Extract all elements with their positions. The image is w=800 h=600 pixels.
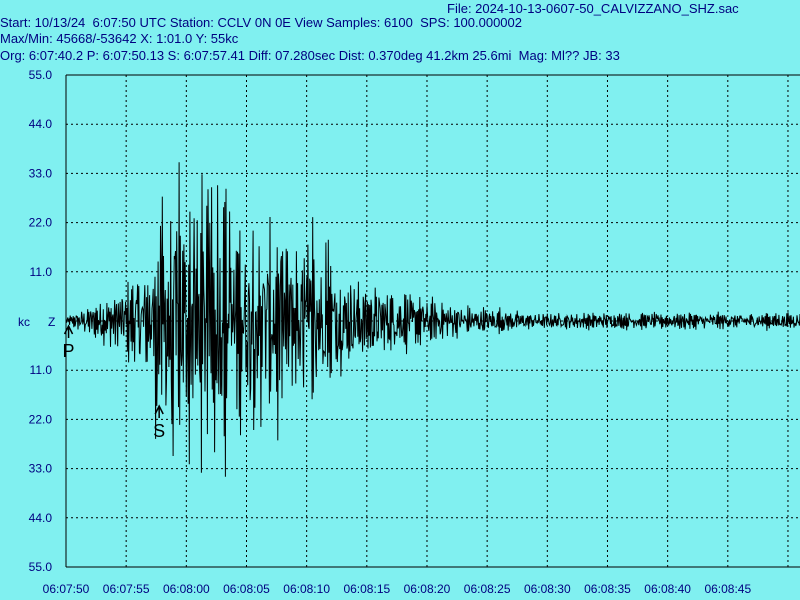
x-tick-label: 06:08:40 bbox=[644, 582, 691, 596]
x-tick-label: 06:07:50 bbox=[43, 582, 90, 596]
y-axis-unit-label: kc bbox=[18, 315, 30, 329]
x-tick-label: 06:08:00 bbox=[163, 582, 210, 596]
seismic-trace bbox=[65, 162, 800, 477]
x-tick-label: 06:08:20 bbox=[404, 582, 451, 596]
y-tick-label: 22.0 bbox=[29, 216, 53, 230]
y-tick-label: 11.0 bbox=[30, 363, 53, 377]
file-name-line: File: 2024-10-13-0607-50_CALVIZZANO_SHZ.… bbox=[447, 1, 739, 16]
y-tick-label: 44.0 bbox=[29, 511, 53, 525]
channel-label: Z bbox=[48, 315, 55, 329]
y-tick-label: 55.0 bbox=[29, 68, 53, 82]
phase-pick-arrow-p bbox=[63, 324, 74, 338]
x-tick-label: 06:08:10 bbox=[283, 582, 330, 596]
phase-pick-label-p: P bbox=[63, 341, 75, 361]
y-tick-label: 33.0 bbox=[29, 462, 53, 476]
phase-pick-label-s: S bbox=[153, 421, 165, 441]
x-tick-label: 06:07:55 bbox=[103, 582, 150, 596]
y-tick-labels: 55.0 44.0 33.0 22.0 11.0 11.0 22.0 33.0 44.0 55.0 bbox=[29, 68, 53, 574]
x-tick-label: 06:08:15 bbox=[343, 582, 390, 596]
y-tick-label: 22.0 bbox=[29, 412, 53, 426]
maxmin-line: Max/Min: 45668/-53642 X: 1:01.0 Y: 55kc bbox=[0, 31, 239, 46]
y-tick-label: 55.0 bbox=[29, 560, 53, 574]
x-tick-labels: 06:07:50 06:07:55 06:08:00 06:08:05 06:08:10… bbox=[43, 582, 752, 596]
x-tick-label: 06:08:05 bbox=[223, 582, 270, 596]
x-tick-label: 06:08:30 bbox=[524, 582, 571, 596]
y-tick-label: 11.0 bbox=[30, 265, 53, 279]
y-tick-label: 33.0 bbox=[29, 166, 53, 180]
origin-info-line: Org: 6:07:40.2 P: 6:07:50.13 S: 6:07:57.… bbox=[0, 48, 620, 63]
x-tick-label: 06:08:25 bbox=[464, 582, 511, 596]
start-info-line: Start: 10/13/24 6:07:50 UTC Station: CCL… bbox=[0, 15, 522, 30]
x-tick-label: 06:08:35 bbox=[584, 582, 631, 596]
x-tick-label: 06:08:45 bbox=[704, 582, 751, 596]
y-tick-label: 44.0 bbox=[29, 117, 53, 131]
phase-pick-arrow-s bbox=[154, 404, 164, 418]
phase-picks: PS bbox=[63, 324, 165, 441]
